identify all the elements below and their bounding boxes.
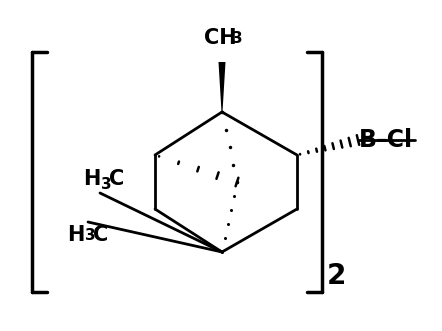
Text: 3: 3 xyxy=(85,228,95,243)
Text: 2: 2 xyxy=(327,262,347,290)
Text: –Cl: –Cl xyxy=(376,128,413,152)
Text: CH: CH xyxy=(204,28,236,48)
Text: 3: 3 xyxy=(101,177,112,192)
Polygon shape xyxy=(218,62,225,112)
Text: H: H xyxy=(83,169,100,189)
Text: C: C xyxy=(109,169,124,189)
Text: C: C xyxy=(93,225,108,245)
Text: H: H xyxy=(67,225,84,245)
Text: 3: 3 xyxy=(232,31,243,46)
Text: B: B xyxy=(359,128,377,152)
